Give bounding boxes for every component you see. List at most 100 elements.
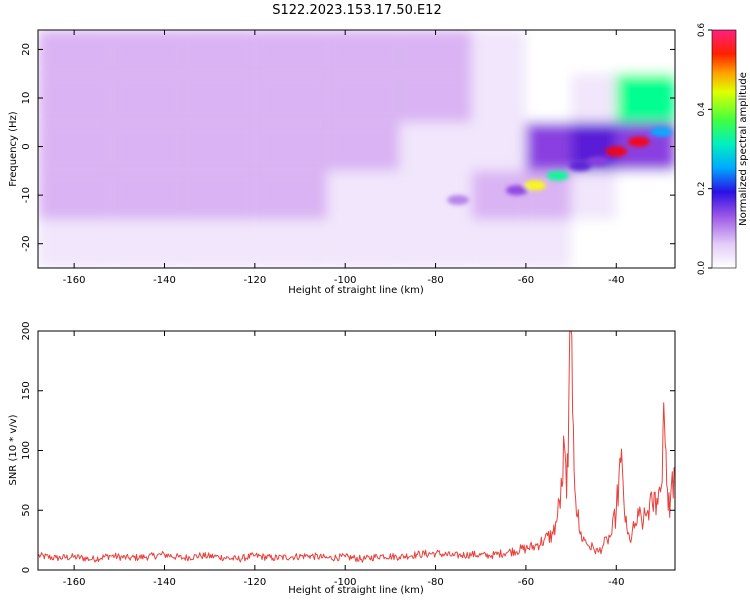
heatmap-cell (525, 73, 572, 123)
heatmap-cell (182, 73, 255, 123)
bottom-y-axis-label: SNR (10 * v/v) (8, 414, 19, 485)
x-tick-label: -160 (63, 577, 86, 588)
y-tick-label: 200 (21, 321, 32, 340)
heatmap-ridge-point (587, 156, 610, 167)
y-tick-label: 150 (21, 381, 32, 400)
heatmap-cell (471, 219, 526, 268)
heatmap-cell (571, 219, 617, 268)
x-tick-label: -100 (334, 577, 357, 588)
x-tick-label: -140 (153, 577, 176, 588)
heatmap-cell (471, 73, 526, 123)
heatmap-cell (254, 73, 328, 123)
x-tick-label: -120 (243, 275, 266, 286)
figure-title: S122.2023.153.17.50.E12 (272, 3, 441, 18)
y-tick-label: 50 (21, 504, 32, 517)
heatmap-ridge (447, 127, 673, 205)
bottom-x-axis-label: Height of straight line (km) (288, 585, 424, 596)
heatmap-cell (471, 122, 526, 171)
heatmap-cell (182, 122, 255, 171)
heatmap-cell (616, 73, 675, 123)
heatmap-cell (110, 219, 183, 268)
spectrogram-frame (37, 29, 676, 269)
colorbar-label: Normalized spectral amplitude (738, 72, 749, 226)
heatmap-ridge-point (650, 127, 673, 137)
heatmap-cell (525, 30, 572, 74)
heatmap-cell (399, 73, 472, 123)
y-tick-label: 10 (21, 92, 32, 105)
heatmap-cell (399, 219, 472, 268)
x-tick-label: -80 (427, 275, 443, 286)
y-tick-label: 0 (21, 143, 32, 149)
heatmap-cell (182, 219, 255, 268)
heatmap-cell (110, 122, 183, 171)
colorbar-tick-label: 0.6 (697, 23, 707, 38)
heatmap-cell (616, 219, 675, 268)
heatmap-cell (471, 30, 526, 74)
heatmap-cell (254, 170, 328, 220)
heatmap-cell (571, 30, 617, 74)
x-tick-label: -120 (243, 577, 266, 588)
heatmap-cell (254, 122, 328, 171)
x-tick-label: -140 (153, 275, 176, 286)
x-tick-label: -80 (427, 577, 443, 588)
heatmap-cell (571, 170, 617, 220)
heatmap-ridge-point (627, 136, 650, 147)
x-tick-label: -60 (518, 275, 534, 286)
heatmap-cell (38, 170, 111, 220)
heatmap-cell (399, 30, 472, 74)
heatmap-cell (110, 73, 183, 123)
y-tick-label: 100 (21, 441, 32, 460)
heatmap-cell (182, 170, 255, 220)
bottom-x-axis: -160 -140 -120 -100 -80 -60 -40 (63, 331, 624, 588)
heatmap-cell (327, 170, 400, 220)
heatmap-cell (327, 219, 400, 268)
y-tick-label: 0 (21, 567, 32, 573)
top-x-axis-label: Height of straight line (km) (288, 285, 424, 296)
heatmap-cell (399, 122, 472, 171)
snr-frame (37, 330, 676, 571)
heatmap-cell (182, 30, 255, 74)
top-y-axis: -20 -10 0 10 20 (21, 43, 675, 252)
heatmap-cell (616, 30, 675, 74)
heatmap-cell (571, 73, 617, 123)
bottom-y-axis: 0 50 100 150 200 (21, 321, 675, 573)
x-tick-label: -160 (63, 275, 86, 286)
heatmap-cells (38, 30, 675, 268)
snr-panel: -160 -140 -120 -100 -80 -60 -40 0 50 100 150 200 H… (8, 321, 676, 596)
y-tick-label: -20 (21, 236, 32, 252)
snr-series-line (38, 331, 675, 563)
top-x-axis: -160 -140 -120 -100 -80 -60 -40 (63, 30, 624, 286)
heatmap-cell (327, 73, 400, 123)
heatmap-ridge-point (569, 161, 592, 171)
heatmap-ridge-point (523, 180, 546, 191)
heatmap-ridge-point (505, 185, 528, 196)
colorbar-tick-label: 0.2 (697, 182, 707, 196)
heatmap-ridge-point (605, 146, 628, 157)
colorbar-tick-label: 0.4 (697, 102, 707, 117)
heatmap-ridge-point (447, 195, 470, 205)
heatmap-cell (525, 122, 572, 171)
heatmap-cell (38, 122, 111, 171)
heatmap-cell (254, 219, 328, 268)
x-tick-label: -60 (518, 577, 534, 588)
heatmap-cell (399, 170, 472, 220)
colorbar-ticks: 0.0 0.2 0.4 0.6 (697, 23, 712, 276)
heatmap-cell (38, 219, 111, 268)
colorbar: 0.0 0.2 0.4 0.6 Normalized spectral amplitu… (697, 23, 749, 276)
colorbar-tick-label: 0.0 (697, 261, 707, 276)
x-tick-label: -40 (608, 275, 624, 286)
y-tick-label: -10 (21, 187, 32, 203)
heatmap-cell (525, 219, 572, 268)
heatmap-cell (327, 122, 400, 171)
heatmap-cell (110, 30, 183, 74)
colorbar-gradient (711, 29, 737, 269)
heatmap-cell (38, 30, 111, 74)
heatmap-cell (327, 30, 400, 74)
heatmap-cell (616, 170, 675, 220)
heatmap-cell (110, 170, 183, 220)
y-tick-label: 20 (21, 43, 32, 56)
x-tick-label: -100 (334, 275, 357, 286)
top-y-axis-label: Frequency (Hz) (8, 111, 19, 187)
